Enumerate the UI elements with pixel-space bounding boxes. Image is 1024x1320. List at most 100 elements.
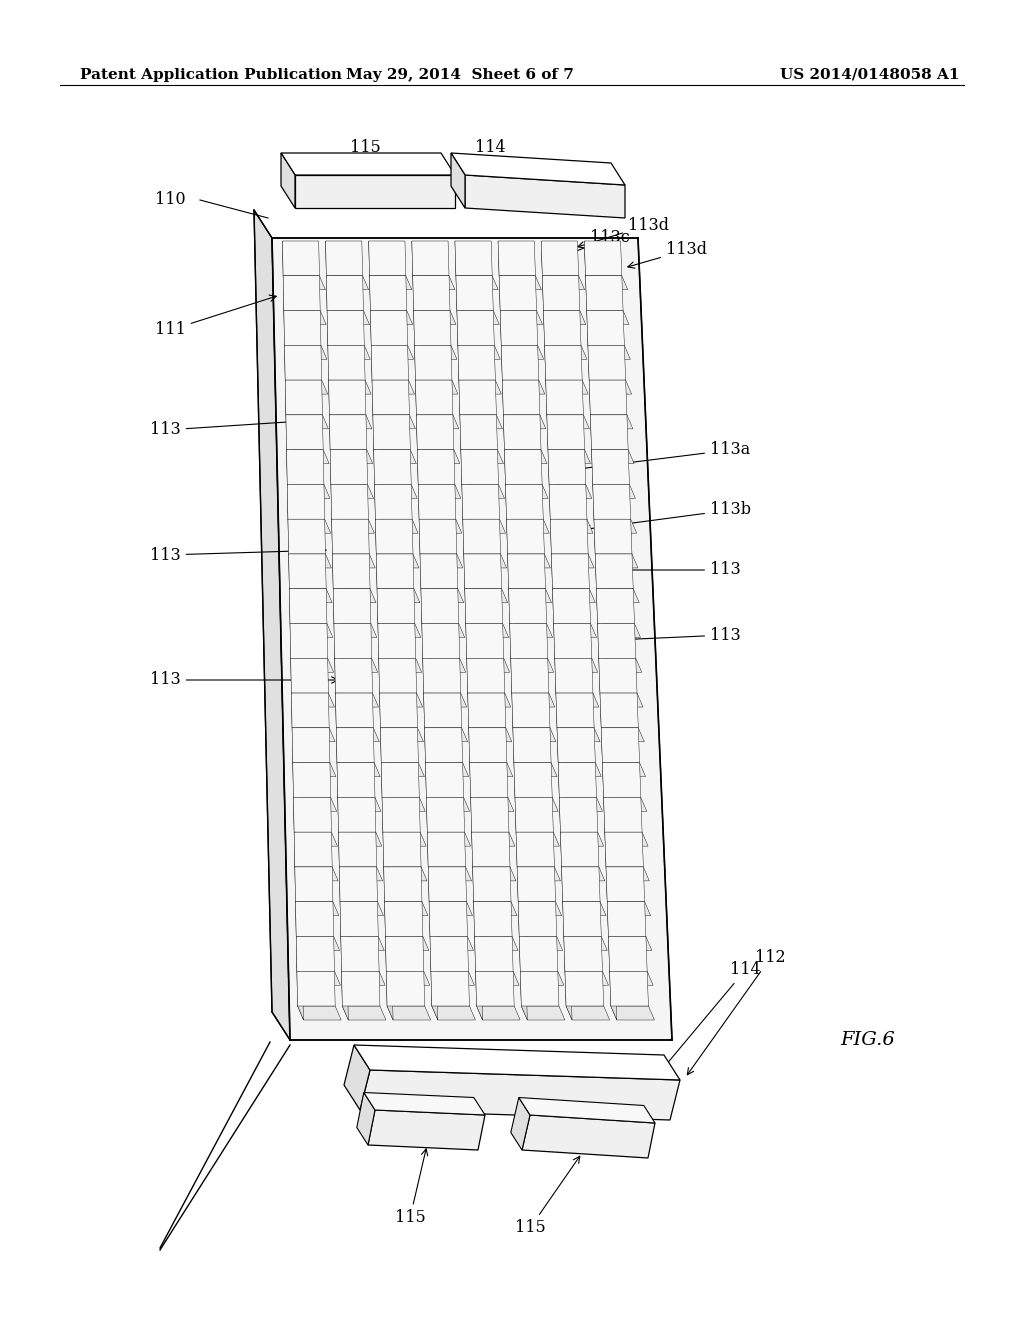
Polygon shape <box>337 763 375 797</box>
Polygon shape <box>600 693 638 727</box>
Polygon shape <box>512 693 550 727</box>
Polygon shape <box>424 693 430 742</box>
Polygon shape <box>285 346 322 380</box>
Polygon shape <box>418 484 461 499</box>
Polygon shape <box>589 380 632 395</box>
Polygon shape <box>553 589 560 638</box>
Polygon shape <box>370 276 407 310</box>
Text: 113d: 113d <box>628 242 707 268</box>
Polygon shape <box>340 902 383 916</box>
Polygon shape <box>360 1071 680 1119</box>
Polygon shape <box>517 867 524 916</box>
Polygon shape <box>603 797 647 812</box>
Polygon shape <box>338 797 381 812</box>
Polygon shape <box>459 380 466 429</box>
Polygon shape <box>559 797 566 846</box>
Polygon shape <box>519 1097 655 1123</box>
Polygon shape <box>288 484 330 499</box>
Polygon shape <box>296 936 303 985</box>
Polygon shape <box>587 310 594 359</box>
Polygon shape <box>413 276 450 310</box>
Polygon shape <box>516 832 559 846</box>
Polygon shape <box>293 763 299 812</box>
Polygon shape <box>543 276 550 325</box>
Polygon shape <box>385 902 428 916</box>
Polygon shape <box>455 242 462 290</box>
Polygon shape <box>336 693 379 708</box>
Polygon shape <box>545 346 587 359</box>
Polygon shape <box>602 763 609 812</box>
Polygon shape <box>458 346 501 359</box>
Polygon shape <box>596 589 635 623</box>
Polygon shape <box>425 763 432 812</box>
Polygon shape <box>430 936 468 972</box>
Polygon shape <box>425 763 464 797</box>
Polygon shape <box>376 519 413 554</box>
Text: 113: 113 <box>150 546 326 564</box>
Polygon shape <box>508 554 550 568</box>
Polygon shape <box>327 310 334 359</box>
Polygon shape <box>426 797 470 812</box>
Polygon shape <box>327 310 370 325</box>
Polygon shape <box>557 727 595 763</box>
Polygon shape <box>294 797 332 832</box>
Polygon shape <box>386 972 393 1020</box>
Polygon shape <box>461 450 504 463</box>
Polygon shape <box>464 554 507 568</box>
Polygon shape <box>474 936 518 950</box>
Polygon shape <box>286 414 324 450</box>
Polygon shape <box>559 797 602 812</box>
Polygon shape <box>565 972 608 985</box>
Text: 113d: 113d <box>578 216 669 248</box>
Polygon shape <box>386 972 425 1006</box>
Polygon shape <box>553 589 595 603</box>
Polygon shape <box>544 310 581 346</box>
Polygon shape <box>336 727 374 763</box>
Polygon shape <box>420 554 463 568</box>
Polygon shape <box>328 346 335 395</box>
Polygon shape <box>506 484 513 533</box>
Polygon shape <box>375 484 412 519</box>
Polygon shape <box>476 1006 520 1020</box>
Polygon shape <box>371 310 377 359</box>
Polygon shape <box>504 414 546 429</box>
Polygon shape <box>517 867 556 902</box>
Polygon shape <box>425 727 463 763</box>
Polygon shape <box>330 450 368 484</box>
Polygon shape <box>369 242 376 290</box>
Polygon shape <box>421 589 459 623</box>
Polygon shape <box>427 832 471 846</box>
Polygon shape <box>341 936 384 950</box>
Polygon shape <box>542 242 548 290</box>
Polygon shape <box>293 763 331 797</box>
Text: Patent Application Publication: Patent Application Publication <box>80 69 342 82</box>
Polygon shape <box>295 867 338 880</box>
Polygon shape <box>296 902 339 916</box>
Polygon shape <box>470 763 513 776</box>
Polygon shape <box>330 414 372 429</box>
Polygon shape <box>333 554 370 589</box>
Polygon shape <box>332 519 338 568</box>
Polygon shape <box>384 867 427 880</box>
Polygon shape <box>423 659 466 672</box>
Polygon shape <box>516 832 554 867</box>
Polygon shape <box>588 346 631 359</box>
Text: 113a: 113a <box>574 441 751 471</box>
Polygon shape <box>334 623 372 659</box>
Polygon shape <box>519 936 562 950</box>
Polygon shape <box>520 972 564 985</box>
Polygon shape <box>451 153 625 185</box>
Polygon shape <box>543 276 580 310</box>
Polygon shape <box>336 693 374 727</box>
Polygon shape <box>589 380 596 429</box>
Polygon shape <box>330 450 337 499</box>
Polygon shape <box>288 519 295 568</box>
Polygon shape <box>335 659 378 672</box>
Polygon shape <box>596 589 603 638</box>
Polygon shape <box>463 519 470 568</box>
Polygon shape <box>373 414 380 463</box>
Polygon shape <box>555 659 598 672</box>
Polygon shape <box>372 380 410 414</box>
Polygon shape <box>513 727 520 776</box>
Polygon shape <box>467 659 505 693</box>
